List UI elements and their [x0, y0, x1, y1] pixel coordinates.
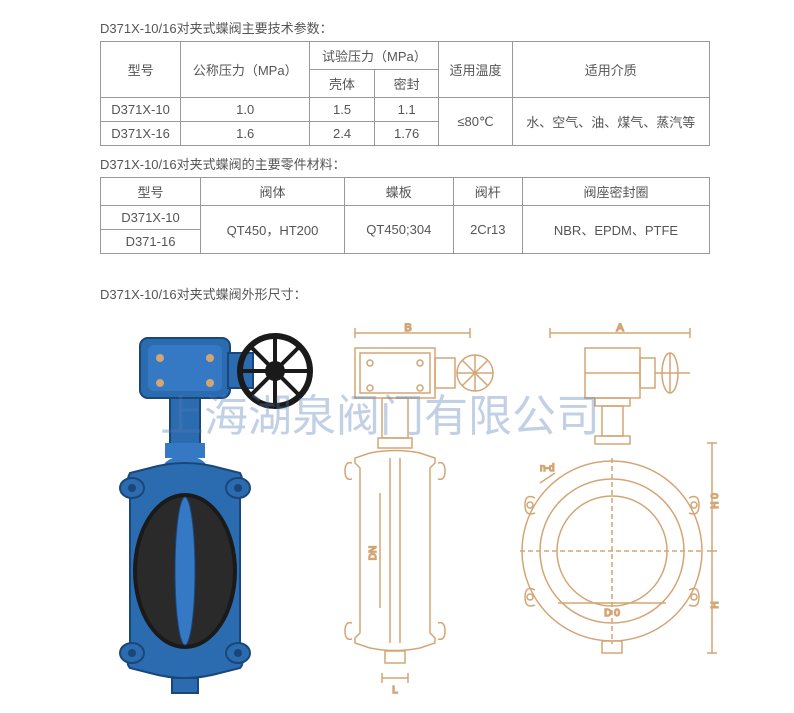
table2-seat-cell: NBR、EPDM、PTFE: [522, 206, 709, 254]
valve-photo: [110, 323, 320, 703]
dim-label-h0: H 0: [710, 493, 720, 509]
table1-temp-cell: ≤80℃: [439, 98, 512, 146]
table2-header-body: 阀体: [201, 178, 345, 206]
table1-cell: 1.76: [374, 122, 439, 146]
table2-header-stem: 阀杆: [453, 178, 522, 206]
table2-body-cell: QT450，HT200: [201, 206, 345, 254]
dim-label-h: H: [710, 601, 720, 608]
table1-cell: 1.0: [181, 98, 310, 122]
dim-label-dn: DN: [368, 546, 379, 560]
table1-header-seal: 密封: [374, 70, 439, 98]
table1-header-shell: 壳体: [310, 70, 375, 98]
table1-cell: 1.1: [374, 98, 439, 122]
table2-disc-cell: QT450;304: [344, 206, 453, 254]
table2-header-model: 型号: [101, 178, 201, 206]
table1-header-pressure: 公称压力（MPa）: [181, 42, 310, 98]
table1-cell: D371X-10: [101, 98, 181, 122]
table1-medium-cell: 水、空气、油、煤气、蒸汽等: [512, 98, 709, 146]
table2-cell: D371X-10: [101, 206, 201, 230]
table1-cell: 1.6: [181, 122, 310, 146]
table1-cell: 1.5: [310, 98, 375, 122]
table1-cell: D371X-16: [101, 122, 181, 146]
dim-label-a: A: [616, 323, 624, 334]
table1-title: D371X-10/16对夹式蝶阀主要技术参数：: [100, 18, 784, 37]
tech-params-table: 型号 公称压力（MPa） 试验压力（MPa） 适用温度 适用介质 壳体 密封 D…: [100, 41, 710, 146]
table1-cell: 2.4: [310, 122, 375, 146]
dim-label-b: B: [404, 323, 411, 334]
table2-stem-cell: 2Cr13: [453, 206, 522, 254]
dim-label-nd: n-d: [540, 463, 554, 474]
table2-header-seat: 阀座密封圈: [522, 178, 709, 206]
table2-title: D371X-10/16对夹式蝶阀的主要零件材料：: [100, 154, 784, 173]
table2-cell: D371-16: [101, 230, 201, 254]
table1-header-temp: 适用温度: [439, 42, 512, 98]
table2-header-disc: 蝶板: [344, 178, 453, 206]
valve-drawing: B: [340, 323, 720, 703]
table1-header-test-pressure: 试验压力（MPa）: [310, 42, 439, 70]
table1-header-medium: 适用介质: [512, 42, 709, 98]
material-table: 型号 阀体 蝶板 阀杆 阀座密封圈 D371X-10 QT450，HT200 Q…: [100, 177, 710, 254]
dim-label-d0: D 0: [604, 608, 620, 619]
diagram-title: D371X-10/16对夹式蝶阀外形尺寸：: [100, 284, 784, 303]
table1-header-model: 型号: [101, 42, 181, 98]
